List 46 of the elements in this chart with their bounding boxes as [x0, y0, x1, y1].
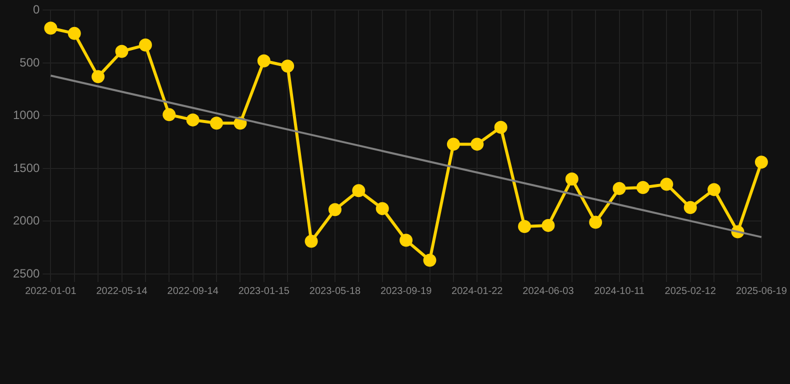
point [518, 220, 532, 234]
point [257, 54, 270, 68]
point [210, 116, 224, 130]
y-tick-label: 2500 [12, 266, 40, 280]
x-tick-label: 2022-09-14 [167, 286, 219, 297]
point [115, 44, 128, 58]
point [138, 38, 152, 52]
x-tick-label: 2024-10-11 [594, 286, 645, 297]
y-tick-label: 1500 [12, 160, 40, 175]
x-tick-label: 2023-09-19 [380, 286, 432, 297]
point [186, 113, 200, 126]
x-tick-label: 2022-01-01 [25, 286, 77, 297]
point [636, 180, 650, 194]
point [162, 108, 176, 122]
y-tick-label: 1000 [12, 108, 40, 122]
point [423, 254, 436, 267]
point [684, 201, 697, 214]
point [542, 218, 555, 232]
y-tick-label: 2000 [12, 214, 40, 228]
point [44, 22, 58, 35]
point [92, 70, 105, 84]
x-tick-label: 2023-01-15 [238, 286, 290, 297]
point [328, 203, 342, 216]
x-tick-label: 2024-01-22 [452, 286, 504, 297]
point [376, 202, 389, 216]
point [612, 182, 626, 196]
x-tick-label: 2023-05-18 [309, 286, 361, 297]
point [494, 120, 508, 134]
point [589, 216, 602, 229]
x-tick-label: 2025-06-19 [736, 286, 788, 297]
point [400, 234, 413, 247]
point [754, 156, 768, 169]
point [352, 184, 366, 198]
point [708, 183, 721, 196]
point [281, 60, 294, 73]
point [68, 26, 81, 40]
point [660, 178, 674, 191]
y-tick-label: 500 [20, 55, 40, 70]
point [446, 138, 460, 151]
point [304, 234, 318, 248]
x-tick-label: 2024-06-03 [522, 286, 574, 297]
x-tick-label: 2022-05-14 [96, 286, 148, 297]
x-tick-label: 2025-02-12 [664, 286, 716, 297]
y-tick-label: 0 [33, 2, 40, 17]
point [470, 138, 484, 151]
point [565, 172, 578, 186]
